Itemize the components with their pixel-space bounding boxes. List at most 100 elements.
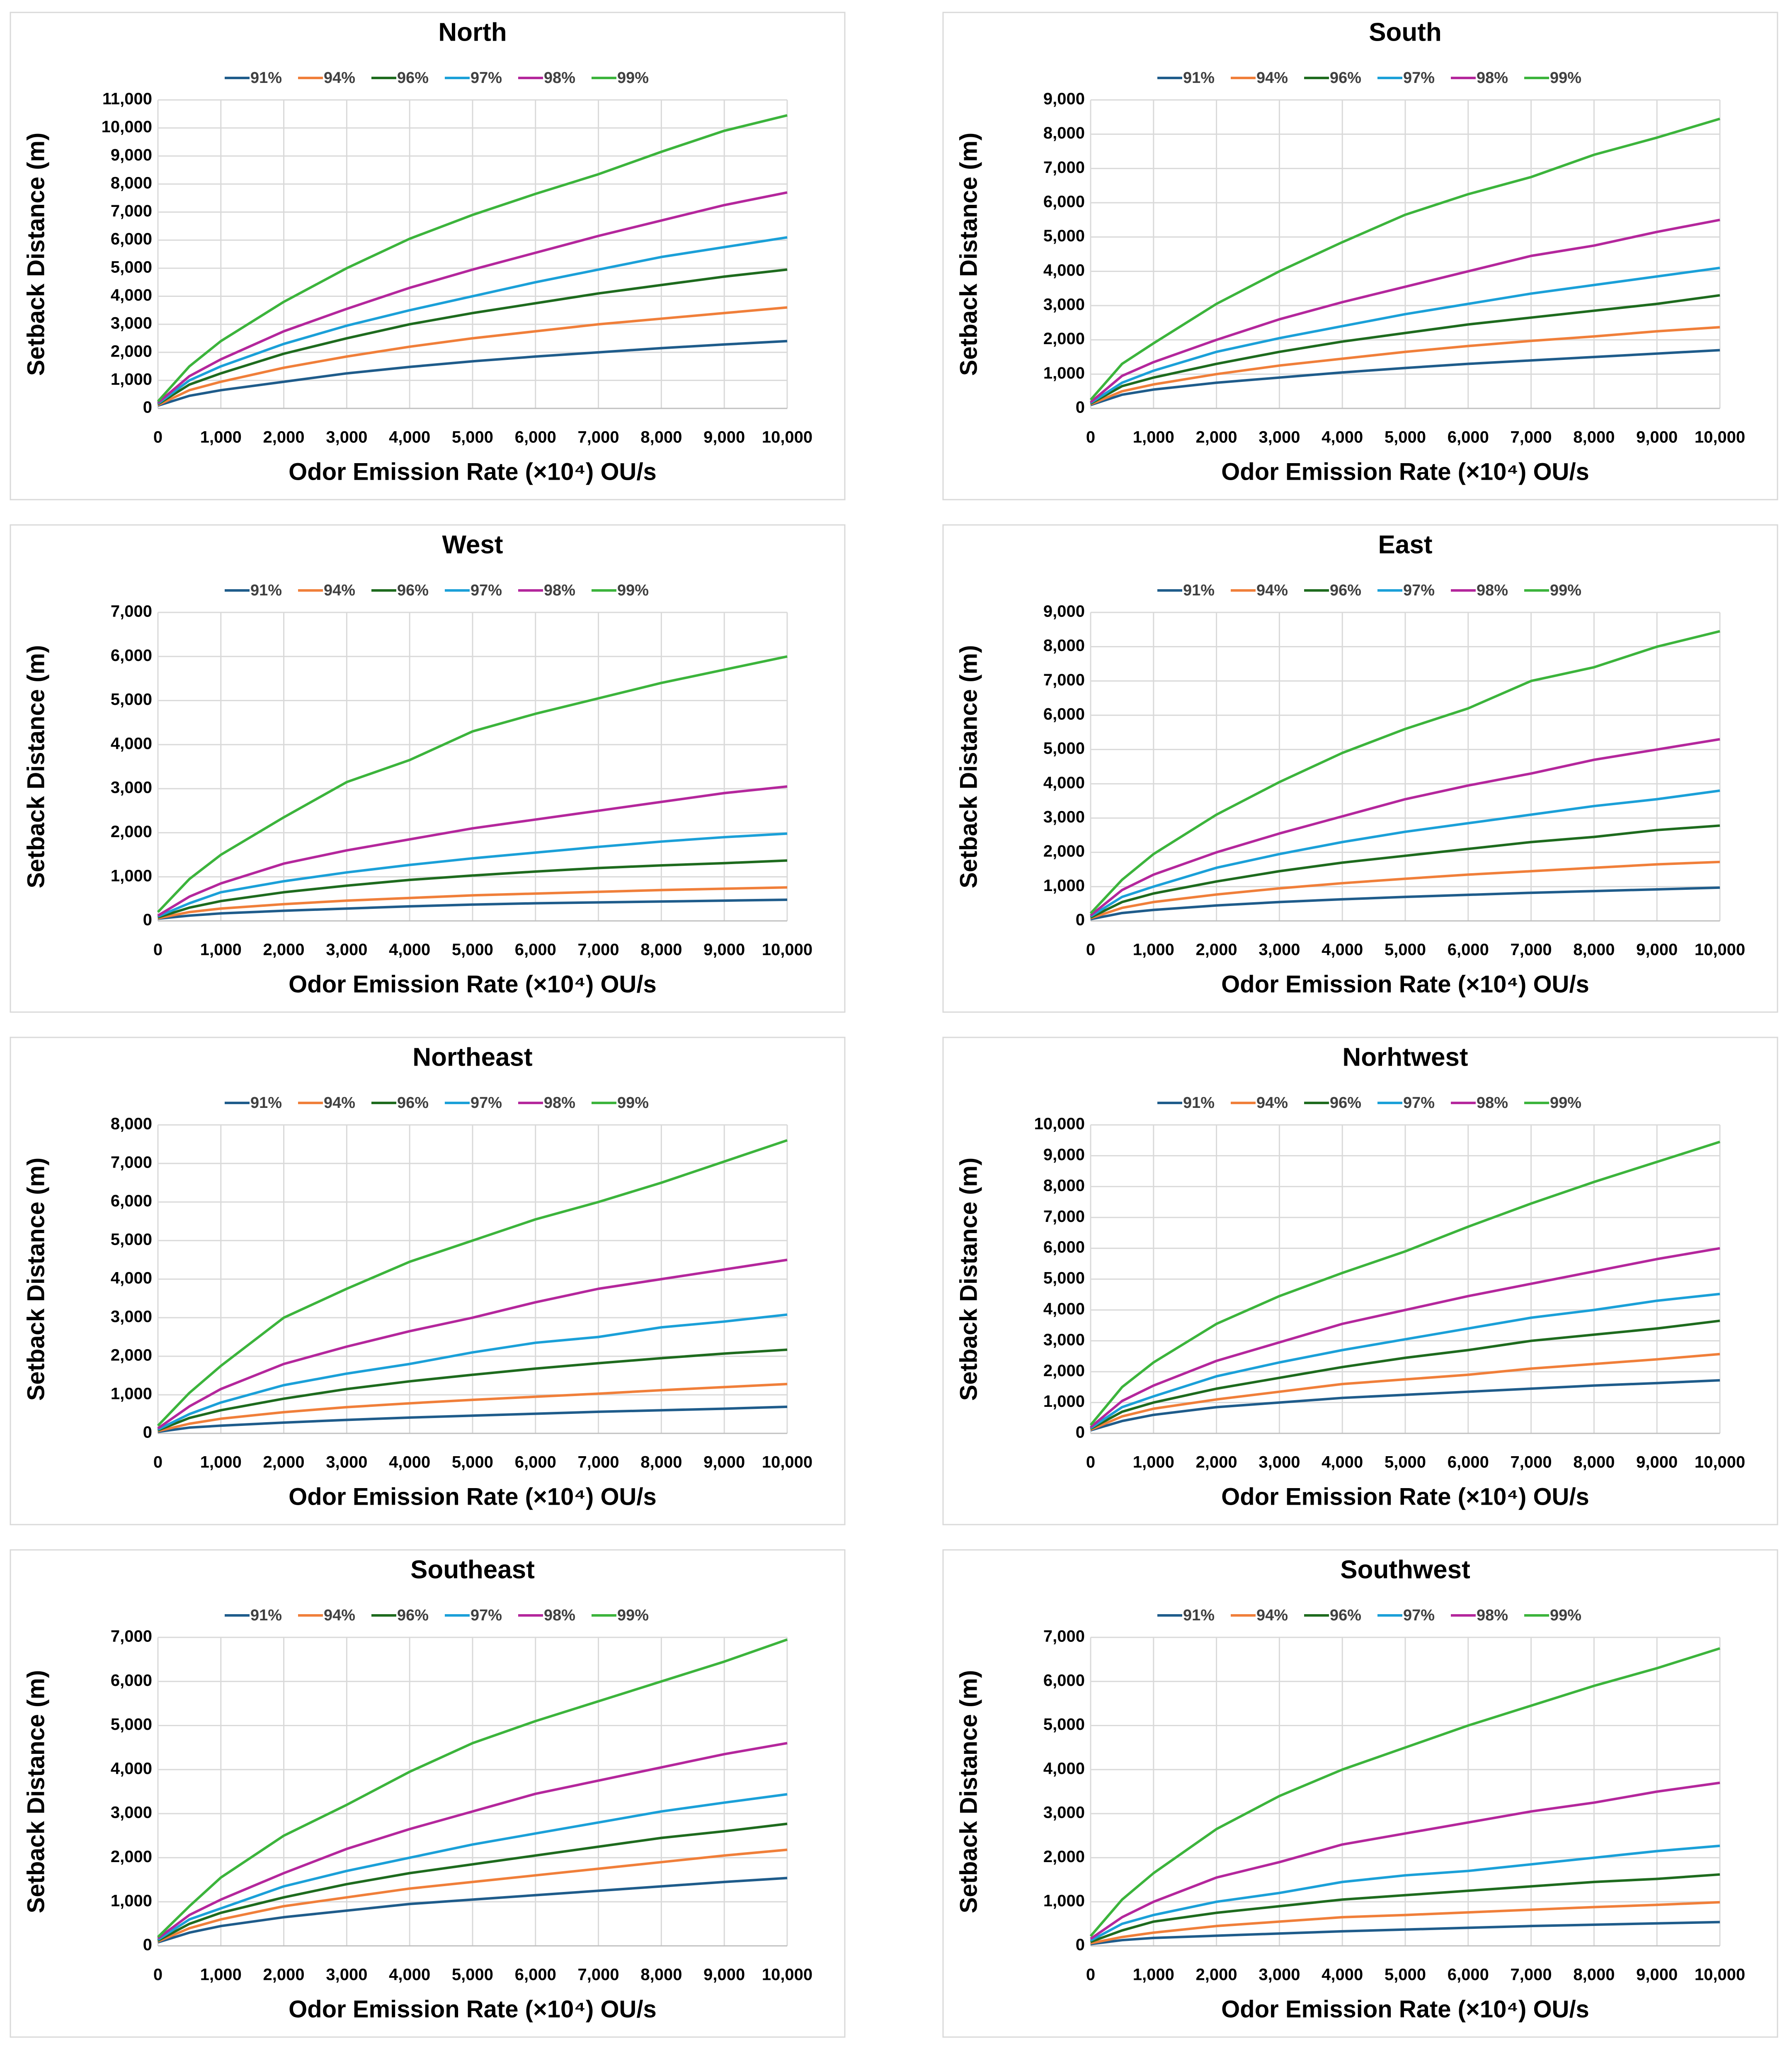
legend-label: 99% <box>1550 69 1581 87</box>
series-line <box>1090 1379 1720 1432</box>
y-tick-label: 0 <box>1076 1936 1085 1954</box>
series-line <box>157 306 788 406</box>
x-tick-label: 8,000 <box>1573 1966 1615 1984</box>
y-tick-label: 7,000 <box>111 602 152 621</box>
x-tick-label: 6,000 <box>1448 428 1489 447</box>
legend-label: 94% <box>1256 582 1288 599</box>
legend-label: 97% <box>470 1094 502 1112</box>
legend-label: 97% <box>1403 1607 1435 1624</box>
x-tick-label: 7,000 <box>1511 1966 1552 1984</box>
series-line <box>1090 294 1720 405</box>
legend-label: 94% <box>324 1094 355 1112</box>
y-tick-label: 0 <box>143 1423 152 1442</box>
series-line <box>1090 1353 1720 1431</box>
y-axis-title: Setback Distance (m) <box>955 133 982 376</box>
x-tick-label: 10,000 <box>1695 1966 1745 1984</box>
series-line <box>157 1848 788 1943</box>
legend-label: 96% <box>397 1607 429 1624</box>
x-tick-label: 6,000 <box>515 941 556 959</box>
x-tick-label: 6,000 <box>1448 1453 1489 1472</box>
y-tick-label: 5,000 <box>111 1715 152 1734</box>
x-tick-label: 8,000 <box>1573 941 1615 959</box>
series-line <box>158 1382 788 1433</box>
y-tick-label: 3,000 <box>1043 808 1085 826</box>
y-tick-label: 1,000 <box>111 370 152 389</box>
series-line <box>157 1793 788 1941</box>
x-axis-title: Odor Emission Rate (×10⁴) OU/s <box>289 458 657 485</box>
y-tick-label: 7,000 <box>111 202 152 220</box>
series-line <box>157 1258 788 1430</box>
y-tick-label: 6,000 <box>1043 1238 1085 1256</box>
series-line <box>1089 117 1720 401</box>
legend-label: 96% <box>397 582 429 599</box>
x-tick-label: 9,000 <box>703 428 745 447</box>
x-axis-title: Odor Emission Rate (×10⁴) OU/s <box>289 1483 657 1510</box>
legend-label: 99% <box>617 1607 649 1624</box>
x-axis-title: Odor Emission Rate (×10⁴) OU/s <box>1221 971 1589 998</box>
legend-label: 91% <box>250 582 282 599</box>
panel-frame <box>10 1037 846 1525</box>
x-tick-label: 3,000 <box>1259 941 1300 959</box>
legend-label: 91% <box>1183 69 1215 87</box>
y-tick-label: 1,000 <box>1043 1892 1085 1910</box>
series-line <box>1090 738 1720 917</box>
x-tick-label: 7,000 <box>1511 941 1552 959</box>
chart-panel: Northeast Odor Emission Rate (×10⁴) OU/s S… <box>10 1037 846 1525</box>
y-tick-label: 5,000 <box>1043 739 1085 758</box>
series-line <box>158 859 788 919</box>
chart-panel: Southeast Odor Emission Rate (×10⁴) OU/s S… <box>10 1549 846 2038</box>
series-line <box>157 1742 788 1940</box>
legend-label: 96% <box>397 69 429 87</box>
x-tick-label: 1,000 <box>1133 941 1174 959</box>
y-tick-label: 3,000 <box>1043 1331 1085 1349</box>
x-tick-label: 9,000 <box>703 1966 745 1984</box>
x-axis-title: Odor Emission Rate (×10⁴) OU/s <box>1221 1483 1589 1510</box>
x-tick-label: 0 <box>1086 428 1095 447</box>
y-axis-title: Setback Distance (m) <box>22 1158 49 1401</box>
chart-panel: Norhtwest Odor Emission Rate (×10⁴) OU/s S… <box>942 1037 1778 1525</box>
y-tick-label: 2,000 <box>1043 1848 1085 1866</box>
y-tick-label: 7,000 <box>111 1627 152 1646</box>
y-tick-label: 8,000 <box>1043 1176 1085 1195</box>
x-tick-label: 2,000 <box>1196 1453 1237 1472</box>
y-tick-label: 9,000 <box>1043 90 1085 108</box>
chart-title: Southwest <box>1340 1555 1470 1584</box>
y-tick-label: 4,000 <box>1043 261 1085 279</box>
series-line <box>1089 630 1720 914</box>
y-tick-label: 1,000 <box>111 1385 152 1403</box>
series-line <box>1090 1292 1720 1429</box>
series-line <box>158 1405 788 1433</box>
legend-label: 98% <box>544 69 575 87</box>
series-line <box>157 832 788 918</box>
legend-label: 91% <box>250 69 282 87</box>
x-axis-title: Odor Emission Rate (×10⁴) OU/s <box>1221 458 1589 485</box>
series-line <box>1090 1873 1720 1943</box>
y-tick-label: 0 <box>1076 1423 1085 1442</box>
y-tick-label: 7,000 <box>111 1153 152 1172</box>
y-tick-label: 4,000 <box>111 1759 152 1778</box>
legend-label: 98% <box>1477 69 1508 87</box>
x-tick-label: 9,000 <box>703 1453 745 1472</box>
x-tick-label: 0 <box>153 1966 162 1984</box>
y-tick-label: 4,000 <box>111 734 152 753</box>
y-tick-label: 0 <box>143 398 152 417</box>
x-axis-title: Odor Emission Rate (×10⁴) OU/s <box>289 1996 657 2023</box>
legend-label: 99% <box>617 69 649 87</box>
series-line <box>157 236 788 405</box>
x-axis-title: Odor Emission Rate (×10⁴) OU/s <box>289 971 657 998</box>
x-tick-label: 1,000 <box>200 1453 242 1472</box>
x-tick-label: 0 <box>1086 1453 1095 1472</box>
x-tick-label: 7,000 <box>578 941 619 959</box>
x-tick-label: 10,000 <box>1695 941 1745 959</box>
legend-label: 98% <box>544 1607 575 1624</box>
x-tick-label: 4,000 <box>389 428 430 447</box>
x-tick-label: 6,000 <box>1448 941 1489 959</box>
x-tick-label: 1,000 <box>1133 1453 1174 1472</box>
x-tick-label: 4,000 <box>389 1966 430 1984</box>
x-tick-label: 8,000 <box>640 428 682 447</box>
y-tick-label: 5,000 <box>1043 227 1085 245</box>
legend-label: 98% <box>1477 582 1508 599</box>
y-tick-label: 3,000 <box>111 1804 152 1822</box>
x-tick-label: 3,000 <box>326 941 367 959</box>
panel-frame <box>10 12 846 500</box>
